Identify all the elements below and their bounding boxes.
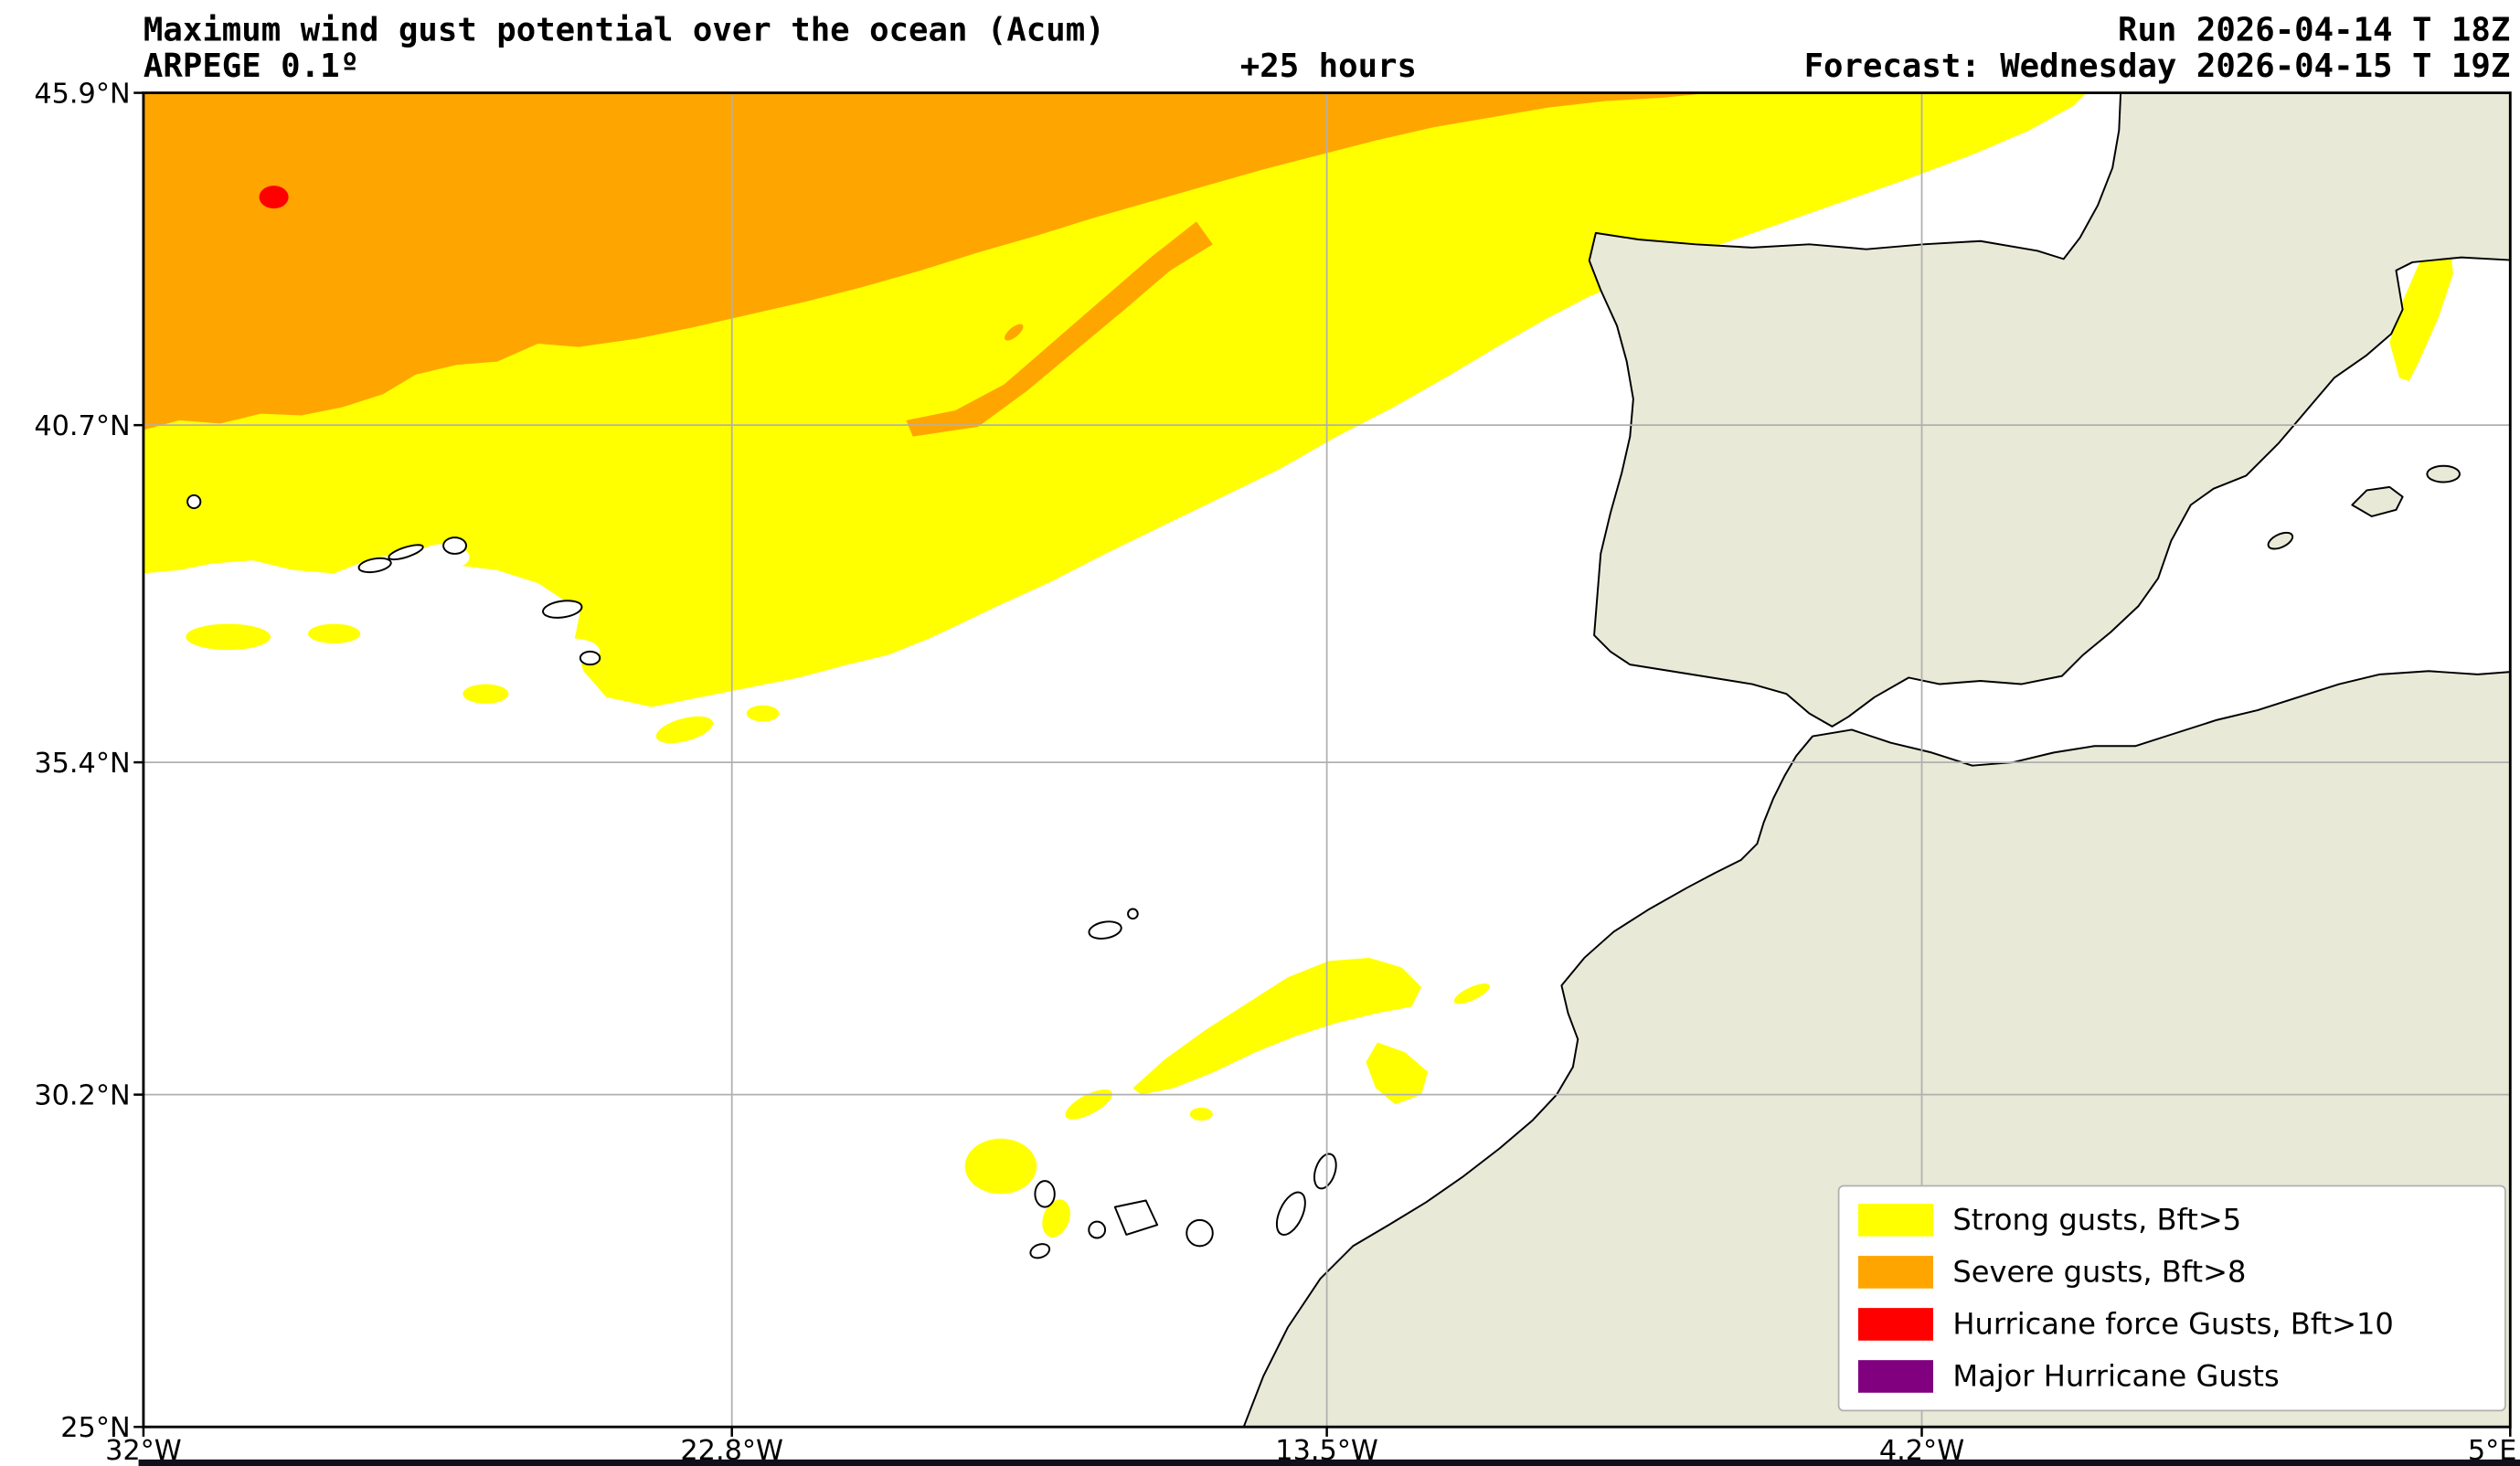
gust-free-patch — [982, 598, 1104, 666]
island-azores — [357, 557, 392, 574]
y-tick-label: 40.7°N — [34, 410, 130, 442]
strong-gust-gulf-of-lion — [2389, 240, 2453, 382]
y-tick-label: 45.9°N — [34, 78, 130, 110]
strong-gust-patch — [655, 716, 714, 744]
strong-gust-canary-blob — [1189, 1107, 1213, 1121]
model-label: ARPEGE 0.1º — [144, 48, 359, 85]
atlantic-islands — [186, 494, 1337, 1259]
island-ibiza — [2267, 531, 2294, 550]
grid-lines — [143, 92, 2511, 1428]
land-iberia-france — [1588, 92, 2511, 728]
strong-gust-canary-hook — [1366, 1042, 1429, 1105]
strong-gust-patch — [308, 623, 361, 643]
strong-gust-canary-blob — [1453, 983, 1490, 1004]
y-tick-label: 25°N — [60, 1412, 130, 1444]
legend-swatch-major-hurricane — [1857, 1360, 1934, 1393]
island-madeira — [1088, 920, 1122, 940]
legend-label-severe: Severe gusts, Bft>8 — [1952, 1255, 2246, 1290]
island-azores-west — [186, 494, 202, 510]
island-canary — [1029, 1243, 1051, 1259]
legend-swatch-severe — [1857, 1256, 1934, 1289]
bottom-edge-bar — [138, 1459, 2520, 1466]
legend-swatch-hurricane — [1857, 1308, 1934, 1341]
legend: Strong gusts, Bft>5 Severe gusts, Bft>8 … — [1837, 1184, 2506, 1412]
hurricane-gust-spot — [259, 186, 289, 209]
axis-ticks — [133, 91, 2512, 1437]
island-azores — [388, 544, 424, 561]
severe-gust-main — [143, 92, 1712, 430]
legend-box — [1837, 1184, 2506, 1412]
island-porto-santo — [1127, 908, 1139, 920]
legend-label-hurricane: Hurricane force Gusts, Bft>10 — [1952, 1307, 2393, 1342]
strong-gust-canary-blob — [1042, 1199, 1070, 1238]
y-axis-labels: 45.9°N 40.7°N 35.4°N 30.2°N 25°N — [34, 78, 130, 1444]
island-fuerteventura — [1275, 1191, 1306, 1236]
strong-gust-canary-main — [1132, 957, 1422, 1095]
severe-gust-fleck — [1005, 324, 1024, 341]
strong-gust-patch — [746, 705, 780, 722]
map-title: Maximum wind gust potential over the oce… — [144, 12, 1105, 49]
island-menorca — [2426, 464, 2461, 483]
run-label: Run 2026-04-14 T 18Z — [2118, 12, 2510, 49]
island-lanzarote — [1313, 1153, 1337, 1190]
island-mallorca — [2351, 485, 2404, 517]
legend-label-major-hurricane: Major Hurricane Gusts — [1952, 1359, 2279, 1394]
island-azores — [579, 650, 601, 666]
strong-gust-canary-blob — [964, 1138, 1037, 1195]
forecast-label: Forecast: Wednesday 2026-04-15 T 19Z — [1804, 48, 2511, 85]
island-gran-canaria — [1186, 1218, 1214, 1248]
y-tick-label: 30.2°N — [34, 1079, 130, 1111]
island-azores — [442, 536, 468, 555]
strong-gust-canary-blob — [1065, 1089, 1112, 1120]
strong-gust-patch — [463, 684, 509, 704]
severe-gust-finger — [906, 221, 1213, 437]
island-canary — [1088, 1220, 1107, 1239]
legend-label-strong: Strong gusts, Bft>5 — [1952, 1203, 2241, 1238]
y-tick-label: 35.4°N — [34, 748, 130, 780]
island-azores — [542, 600, 583, 619]
strong-gust-patch — [186, 623, 271, 651]
island-tenerife — [1113, 1199, 1159, 1236]
legend-swatch-strong — [1857, 1204, 1934, 1237]
severe-gust-areas — [143, 92, 1712, 437]
island-canary — [1034, 1180, 1056, 1208]
lead-time-label: +25 hours — [1240, 48, 1417, 85]
